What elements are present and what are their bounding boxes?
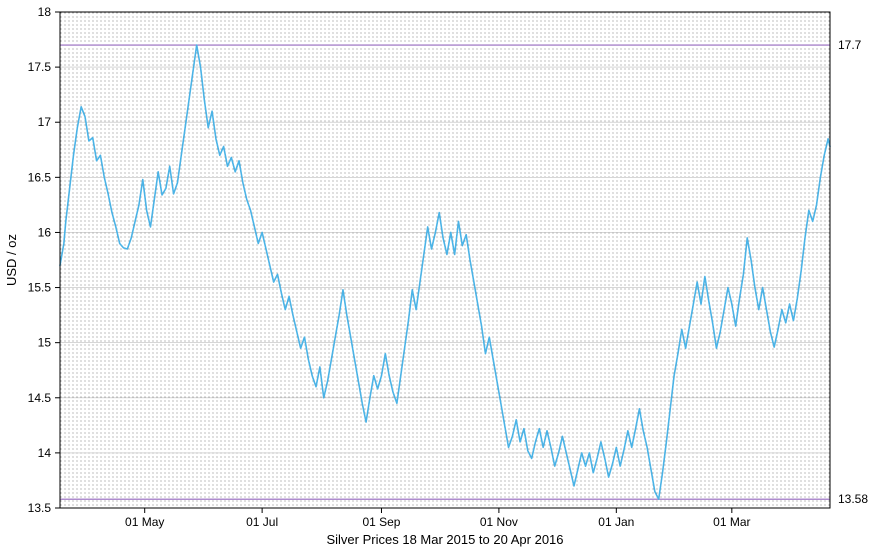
x-tick-label: 01 Jan xyxy=(598,515,634,529)
y-tick-label: 15.5 xyxy=(28,281,52,295)
y-axis-label: USD / oz xyxy=(4,234,19,286)
reference-label: 13.58 xyxy=(838,492,868,506)
reference-label: 17.7 xyxy=(838,38,862,52)
y-tick-label: 15 xyxy=(38,336,52,350)
x-tick-label: 01 Nov xyxy=(480,515,518,529)
y-tick-label: 17.5 xyxy=(28,60,52,74)
x-tick-label: 01 May xyxy=(125,515,164,529)
silver-price-chart: 17.7 13.58 13.5 14 14.5 15 15.5 16 16.5 17 17.5 18 0… xyxy=(0,0,875,550)
y-tick-label: 16.5 xyxy=(28,170,52,184)
chart-title: Silver Prices 18 Mar 2015 to 20 Apr 2016 xyxy=(326,532,563,547)
y-tick-label: 16 xyxy=(38,225,52,239)
y-tick-label: 14 xyxy=(38,446,52,460)
x-tick-label: 01 Jul xyxy=(246,515,278,529)
x-tick-label: 01 Mar xyxy=(713,515,750,529)
y-tick-label: 13.5 xyxy=(28,501,52,515)
x-tick-label: 01 Sep xyxy=(362,515,400,529)
plot-grid-bg xyxy=(60,12,830,508)
y-tick-label: 17 xyxy=(38,115,52,129)
y-tick-label: 18 xyxy=(38,5,52,19)
chart-svg: 17.7 13.58 13.5 14 14.5 15 15.5 16 16.5 17 17.5 18 0… xyxy=(0,0,875,550)
y-tick-label: 14.5 xyxy=(28,391,52,405)
